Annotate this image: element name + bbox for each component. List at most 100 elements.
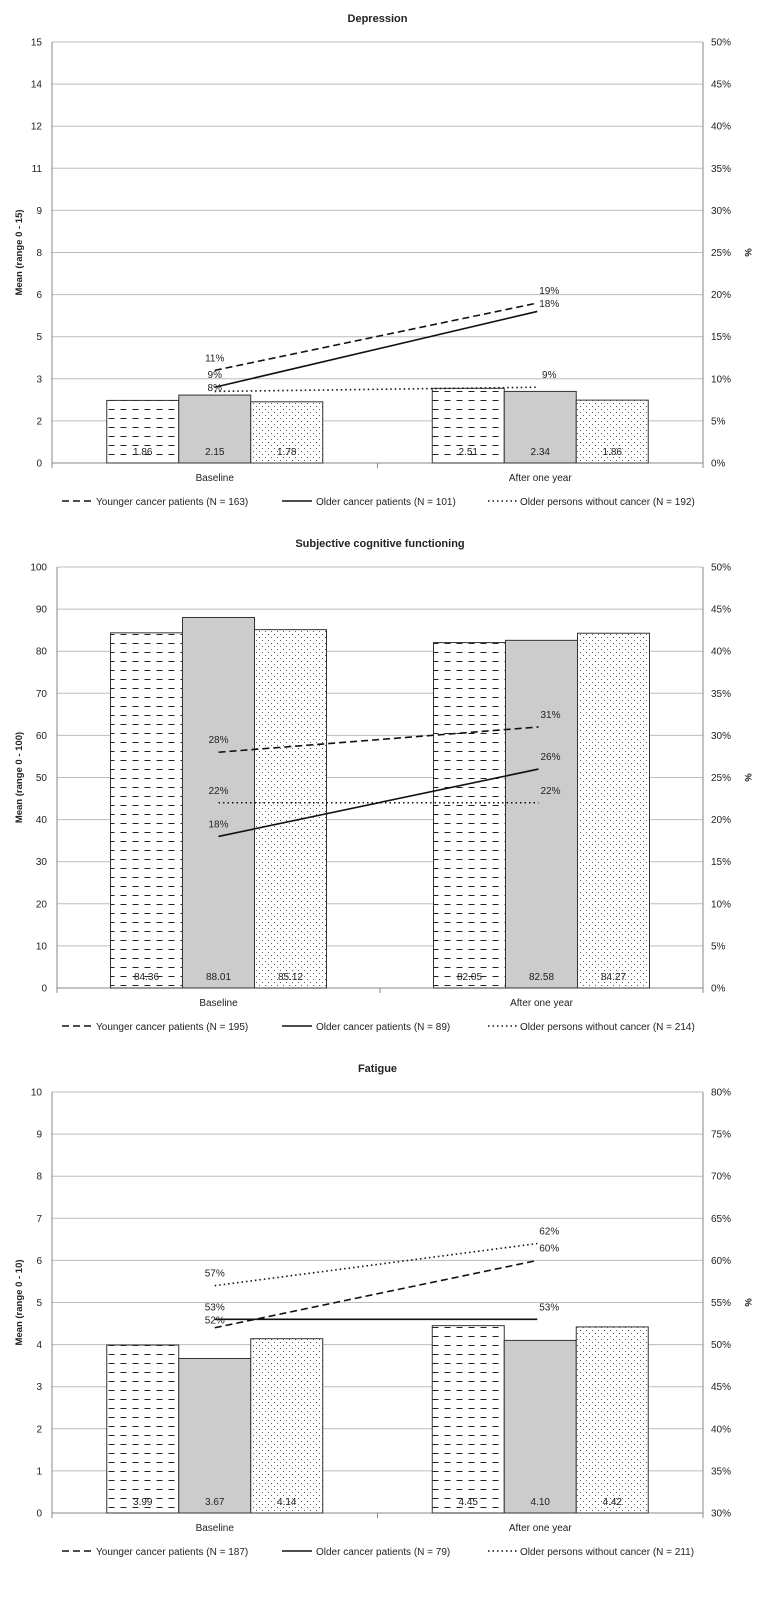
y2-tick-label: 35% — [711, 689, 731, 700]
legend-label: Younger cancer patients (N = 195) — [96, 1022, 248, 1033]
y-tick-label: 5 — [36, 1298, 42, 1309]
y2-axis-title: % — [742, 1298, 753, 1307]
y2-tick-label: 5% — [711, 416, 726, 427]
bar — [431, 1325, 505, 1514]
y2-tick-label: 40% — [711, 1424, 731, 1435]
chart-title: Depression — [348, 13, 408, 25]
y-tick-label: 60 — [36, 731, 48, 742]
chart-title: Subjective cognitive functioning — [295, 538, 464, 550]
bar-value-label: 3.67 — [205, 1497, 225, 1508]
bar-value-label: 84.27 — [601, 972, 626, 983]
y-tick-label: 70 — [36, 689, 48, 700]
bar — [431, 387, 505, 464]
bar-value-label: 4.45 — [459, 1497, 479, 1508]
category-label: After one year — [509, 1523, 572, 1534]
bar — [575, 1326, 649, 1514]
legend-label: Older persons without cancer (N = 211) — [520, 1547, 694, 1558]
y-tick-label: 2 — [36, 1424, 42, 1435]
y2-tick-label: 45% — [711, 80, 731, 91]
pct-line — [214, 1242, 538, 1287]
y2-tick-label: 45% — [711, 1382, 731, 1393]
bar-value-label: 2.15 — [205, 447, 225, 458]
bar — [178, 1357, 252, 1514]
legend-label: Older persons without cancer (N = 214) — [520, 1022, 695, 1033]
y-tick-label: 2 — [36, 416, 42, 427]
chart-panel-1: Subjective cognitive functioning 0 0% 10 5% 2… — [14, 538, 753, 1033]
y-tick-label: 3 — [36, 1382, 42, 1393]
y-tick-label: 5 — [36, 332, 42, 343]
pct-label: 62% — [539, 1227, 559, 1238]
y-tick-label: 10 — [31, 1088, 43, 1099]
bar — [106, 1344, 180, 1514]
y-tick-label: 15 — [31, 38, 43, 49]
y2-tick-label: 10% — [711, 374, 731, 385]
y2-tick-label: 15% — [711, 857, 731, 868]
bar-value-label: 84.36 — [134, 972, 159, 983]
bar — [503, 390, 577, 464]
bar-value-label: 1.86 — [603, 447, 623, 458]
y2-tick-label: 25% — [711, 248, 731, 259]
bar — [577, 632, 650, 989]
y2-tick-label: 10% — [711, 899, 731, 910]
category-label: After one year — [509, 473, 572, 484]
chart-panel-2: Fatigue 0 30% 1 35% 2 40% 3 45% 4 50% 5 55% 6 60% 7 65% 8… — [14, 1063, 753, 1558]
y-tick-label: 4 — [36, 1340, 42, 1351]
y2-tick-label: 70% — [711, 1172, 731, 1183]
y-tick-label: 20 — [36, 899, 48, 910]
bar-value-label: 2.51 — [459, 447, 479, 458]
y-tick-label: 90 — [36, 605, 48, 616]
y2-tick-label: 45% — [711, 605, 731, 616]
y2-tick-label: 30% — [711, 731, 731, 742]
pct-label: 22% — [540, 786, 560, 797]
legend-label: Older cancer patients (N = 89) — [316, 1022, 450, 1033]
y2-tick-label: 30% — [711, 206, 731, 217]
bar-value-label: 1.86 — [133, 447, 153, 458]
y2-tick-label: 55% — [711, 1298, 731, 1309]
y-tick-label: 8 — [36, 248, 42, 259]
y2-tick-label: 25% — [711, 773, 731, 784]
pct-label: 53% — [539, 1302, 559, 1313]
y2-axis-title: % — [742, 773, 753, 782]
y-tick-label: 9 — [36, 1130, 42, 1141]
y-axis-title: Mean (range 0 - 100) — [14, 732, 25, 823]
y-tick-label: 7 — [36, 1214, 42, 1225]
bar-value-label: 82.05 — [457, 972, 482, 983]
y-tick-label: 80 — [36, 647, 48, 658]
y2-tick-label: 0% — [711, 984, 726, 995]
pct-label: 53% — [205, 1302, 225, 1313]
y-tick-label: 1 — [36, 1466, 42, 1477]
pct-label: 52% — [205, 1315, 225, 1326]
category-label: Baseline — [199, 998, 238, 1009]
pct-line — [214, 310, 538, 388]
y2-tick-label: 20% — [711, 290, 731, 301]
category-label: After one year — [510, 998, 573, 1009]
bar — [505, 639, 578, 989]
y2-tick-label: 5% — [711, 941, 726, 952]
pct-label: 26% — [540, 752, 560, 763]
legend-label: Older cancer patients (N = 79) — [316, 1547, 450, 1558]
category-label: Baseline — [196, 473, 235, 484]
y2-tick-label: 40% — [711, 122, 731, 133]
y-axis-title: Mean (range 0 - 15) — [14, 209, 25, 295]
pct-label: 60% — [539, 1243, 559, 1254]
y2-tick-label: 35% — [711, 164, 731, 175]
y-tick-label: 3 — [36, 374, 42, 385]
y2-tick-label: 40% — [711, 647, 731, 658]
legend-label: Older cancer patients (N = 101) — [316, 497, 456, 508]
legend-label: Older persons without cancer (N = 192) — [520, 497, 695, 508]
pct-label: 31% — [540, 710, 560, 721]
pct-label: 19% — [539, 286, 559, 297]
y2-axis-title: % — [742, 248, 753, 257]
bar — [110, 632, 183, 989]
bar — [575, 399, 649, 464]
bar-value-label: 2.34 — [531, 447, 551, 458]
y2-tick-label: 35% — [711, 1466, 731, 1477]
bar-value-label: 4.10 — [531, 1497, 551, 1508]
y-tick-label: 11 — [32, 164, 43, 175]
pct-label: 9% — [542, 370, 557, 381]
bar — [178, 394, 252, 464]
y2-tick-label: 60% — [711, 1256, 731, 1267]
y-axis-title: Mean (range 0 - 10) — [14, 1259, 25, 1345]
